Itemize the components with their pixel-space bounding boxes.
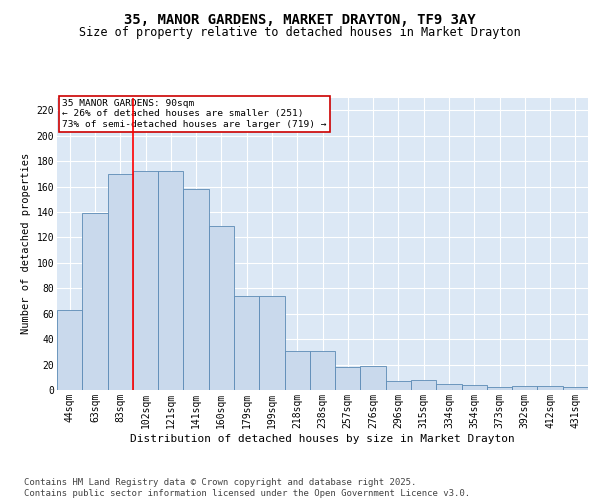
- Bar: [538, 386, 563, 390]
- Text: 35, MANOR GARDENS, MARKET DRAYTON, TF9 3AY: 35, MANOR GARDENS, MARKET DRAYTON, TF9 3…: [124, 12, 476, 26]
- Y-axis label: Number of detached properties: Number of detached properties: [21, 153, 31, 334]
- Text: Contains HM Land Registry data © Crown copyright and database right 2025.
Contai: Contains HM Land Registry data © Crown c…: [24, 478, 470, 498]
- Text: 35 MANOR GARDENS: 90sqm
← 26% of detached houses are smaller (251)
73% of semi-d: 35 MANOR GARDENS: 90sqm ← 26% of detache…: [62, 99, 327, 129]
- Bar: [234, 296, 259, 390]
- Bar: [184, 189, 209, 390]
- Bar: [487, 388, 512, 390]
- Bar: [82, 213, 107, 390]
- Bar: [107, 174, 133, 390]
- Bar: [436, 384, 461, 390]
- Bar: [386, 381, 411, 390]
- Bar: [158, 172, 184, 390]
- Bar: [57, 310, 82, 390]
- Bar: [133, 172, 158, 390]
- Bar: [209, 226, 234, 390]
- Bar: [310, 350, 335, 390]
- Bar: [411, 380, 436, 390]
- Bar: [563, 388, 588, 390]
- X-axis label: Distribution of detached houses by size in Market Drayton: Distribution of detached houses by size …: [130, 434, 515, 444]
- Bar: [461, 385, 487, 390]
- Bar: [259, 296, 284, 390]
- Bar: [512, 386, 538, 390]
- Text: Size of property relative to detached houses in Market Drayton: Size of property relative to detached ho…: [79, 26, 521, 39]
- Bar: [284, 350, 310, 390]
- Bar: [361, 366, 386, 390]
- Bar: [335, 367, 361, 390]
